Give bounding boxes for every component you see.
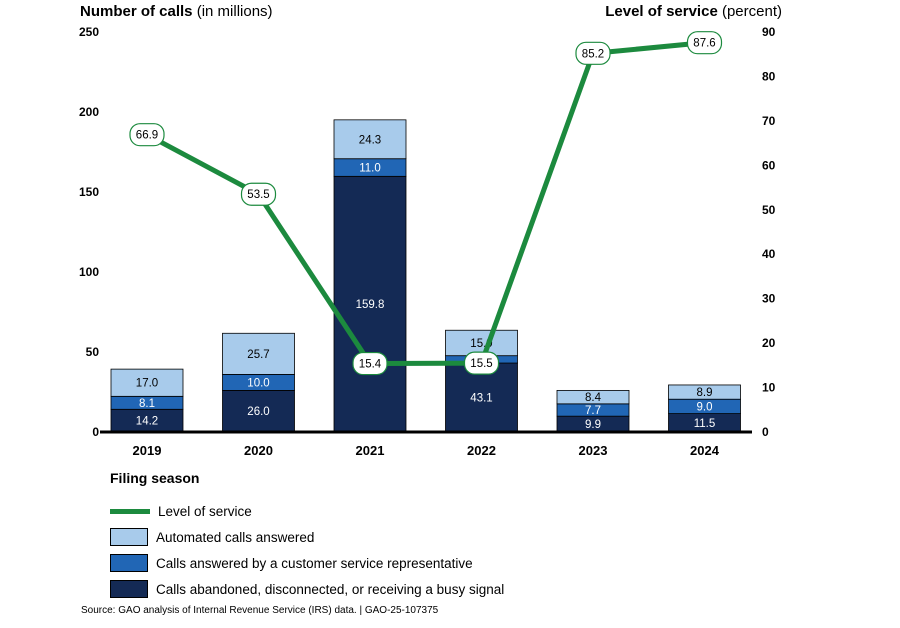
right-tick-label: 40 — [762, 247, 776, 261]
legend-item: Calls answered by a customer service rep… — [110, 552, 504, 574]
legend-item: Automated calls answered — [110, 526, 504, 548]
left-tick-label: 200 — [79, 105, 99, 119]
bar-segment — [222, 389, 295, 433]
level-of-service-point — [129, 123, 165, 147]
bar-value-label: 159.8 — [356, 299, 385, 311]
right-tick-label: 30 — [762, 292, 776, 306]
left-axis-title: Number of calls (in millions) — [80, 3, 273, 20]
bar-segment — [445, 329, 518, 357]
legend-label: Level of service — [158, 503, 252, 519]
bar-value-label: 9.9 — [585, 419, 601, 431]
level-of-service-label: 66.9 — [136, 130, 158, 142]
bar-value-label: 17.0 — [136, 378, 158, 390]
level-of-service-point — [352, 351, 388, 376]
bar-value-label: 24.3 — [359, 134, 381, 146]
bar-segment — [668, 384, 741, 400]
level-of-service-label: 15.5 — [470, 358, 492, 370]
legend-label: Calls abandoned, disconnected, or receiv… — [156, 581, 505, 597]
right-tick-label: 20 — [762, 336, 776, 350]
bar-value-label: 8.9 — [697, 387, 713, 399]
x-tick-label: 2021 — [356, 443, 385, 458]
left-tick-label: 150 — [79, 185, 99, 199]
right-axis-title: Level of service (percent) — [605, 3, 782, 20]
right-tick-label: 60 — [762, 158, 776, 172]
x-tick-label: 2020 — [244, 443, 273, 458]
legend-label: Automated calls answered — [156, 529, 315, 545]
bar-value-label: 8.1 — [139, 398, 155, 410]
bar-segment — [333, 119, 407, 160]
bar-segment — [222, 332, 295, 375]
bar-value-label: 8.4 — [585, 392, 602, 404]
level-of-service-line — [145, 40, 705, 367]
level-of-service-point — [686, 31, 723, 55]
level-of-service-label: 15.4 — [359, 359, 382, 371]
bar-value-label: 14.2 — [136, 416, 158, 428]
bar-value-label: 9.0 — [697, 401, 713, 413]
x-axis-title: Filing season — [110, 470, 200, 486]
level-of-service-point — [240, 182, 277, 206]
legend-label: Calls answered by a customer service rep… — [156, 555, 473, 571]
level-of-service-label: 87.6 — [693, 38, 715, 50]
bar-value-label: 7.7 — [585, 405, 601, 417]
left-tick-label: 250 — [79, 25, 99, 39]
source-note: Source: GAO analysis of Internal Revenue… — [81, 605, 439, 616]
chart-canvas: Number of calls (in millions) Level of s… — [79, 3, 782, 458]
right-tick-label: 0 — [762, 425, 769, 439]
x-tick-label: 2022 — [467, 443, 496, 458]
left-tick-label: 50 — [86, 345, 100, 359]
legend-color-swatch — [110, 580, 148, 598]
x-tick-label: 2024 — [690, 443, 720, 458]
legend-item: Calls abandoned, disconnected, or receiv… — [110, 578, 504, 600]
level-of-service-point — [575, 41, 611, 65]
bar-value-label: 11.5 — [694, 418, 716, 430]
bar-value-label: 43.1 — [470, 393, 492, 405]
right-tick-label: 70 — [762, 114, 776, 128]
legend-color-swatch — [110, 528, 148, 546]
bar-segment — [110, 368, 184, 397]
bar-segment — [556, 389, 630, 405]
level-of-service-point — [463, 351, 500, 375]
bar-value-label: 26.0 — [247, 406, 269, 418]
x-tick-label: 2019 — [133, 443, 162, 458]
level-of-service-label: 53.5 — [247, 189, 269, 201]
left-tick-label: 100 — [79, 265, 99, 279]
right-tick-label: 90 — [762, 25, 776, 39]
legend-item: Level of service — [110, 500, 504, 522]
x-tick-label: 2023 — [579, 443, 608, 458]
right-tick-label: 10 — [762, 381, 776, 395]
right-tick-label: 50 — [762, 203, 776, 217]
bar-value-label: 10.0 — [247, 377, 269, 389]
legend-line-swatch — [110, 508, 150, 514]
legend: Filing season Level of service Automated … — [110, 470, 504, 604]
legend-color-swatch — [110, 554, 148, 572]
bar-value-label: 11.0 — [359, 163, 381, 175]
right-tick-label: 80 — [762, 69, 776, 83]
left-tick-label: 0 — [92, 425, 99, 439]
bar-value-label: 25.7 — [247, 349, 269, 361]
level-of-service-label: 85.2 — [582, 48, 604, 60]
